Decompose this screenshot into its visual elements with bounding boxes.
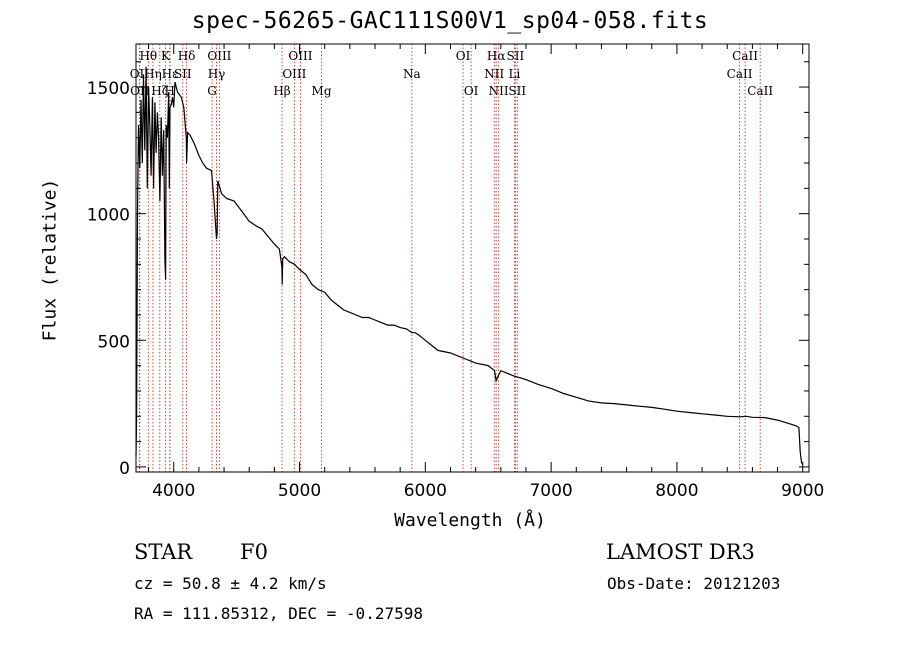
line-label-22: NII xyxy=(489,84,509,98)
line-label-23: SII xyxy=(507,49,525,63)
chart-title: spec-56265-GAC111S00V1_sp04-058.fits xyxy=(191,8,709,34)
y-tick-label-0: 0 xyxy=(119,459,130,479)
line-label-5: H xyxy=(164,84,174,98)
x-tick-label-4000: 4000 xyxy=(152,481,195,501)
line-label-19: OI xyxy=(464,84,479,98)
line-label-1: OII xyxy=(130,67,150,81)
redshift-velocity: cz = 50.8 ± 4.2 km/s xyxy=(134,574,327,593)
line-label-4: Hζ xyxy=(151,84,168,98)
spectral-line-markers xyxy=(138,44,761,472)
line-label-6: Hε xyxy=(162,67,179,81)
x-tick-label-7000: 7000 xyxy=(529,481,572,501)
x-tick-label-9000: 9000 xyxy=(781,481,824,501)
line-label-9: SII xyxy=(174,67,192,81)
coordinates: RA = 111.85312, DEC = -0.27598 xyxy=(134,604,423,623)
object-subclass: F0 xyxy=(240,540,268,564)
line-label-8: Hδ xyxy=(178,49,196,63)
x-tick-label-8000: 8000 xyxy=(655,481,698,501)
line-label-15: OIII xyxy=(282,67,306,81)
object-class: STAR xyxy=(134,540,193,564)
line-label-7: OII xyxy=(130,84,150,98)
line-label-2: Hη xyxy=(144,67,162,81)
line-label-28: CaII xyxy=(747,84,773,98)
line-label-18: OI xyxy=(456,49,471,63)
line-label-24: Li xyxy=(508,67,520,81)
line-label-11: Hγ xyxy=(208,67,226,81)
x-tick-label-6000: 6000 xyxy=(404,481,447,501)
line-label-25: SII xyxy=(508,84,526,98)
line-label-21: NII xyxy=(484,67,504,81)
line-label-20: Hα xyxy=(487,49,506,63)
line-label-27: CaII xyxy=(727,67,753,81)
survey-name: LAMOST DR3 xyxy=(606,540,755,564)
line-label-13: Hβ xyxy=(273,84,290,98)
spectrum-line xyxy=(135,66,804,465)
line-label-16: Mg xyxy=(312,84,332,98)
observation-date: Obs-Date: 20121203 xyxy=(607,574,781,593)
x-axis-label: Wavelength (Å) xyxy=(394,510,546,531)
line-label-0: Hθ xyxy=(139,49,157,63)
line-label-3: K xyxy=(161,49,171,63)
y-tick-label-500: 500 xyxy=(98,332,130,352)
line-label-12: G xyxy=(207,84,217,98)
plot-frame xyxy=(135,43,810,473)
line-label-17: Na xyxy=(403,67,421,81)
y-tick-label-1500: 1500 xyxy=(87,79,130,99)
axis-ticks: 4000 5000 6000 7000 8000 9000 0 500 1000 1500 xyxy=(87,44,824,501)
y-tick-label-1000: 1000 xyxy=(87,206,130,226)
y-axis-label: Flux (relative) xyxy=(39,178,61,342)
line-label-14: OIII xyxy=(288,49,312,63)
x-tick-label-5000: 5000 xyxy=(278,481,321,501)
line-label-26: CaII xyxy=(732,49,758,63)
line-label-10: OIII xyxy=(207,49,231,63)
